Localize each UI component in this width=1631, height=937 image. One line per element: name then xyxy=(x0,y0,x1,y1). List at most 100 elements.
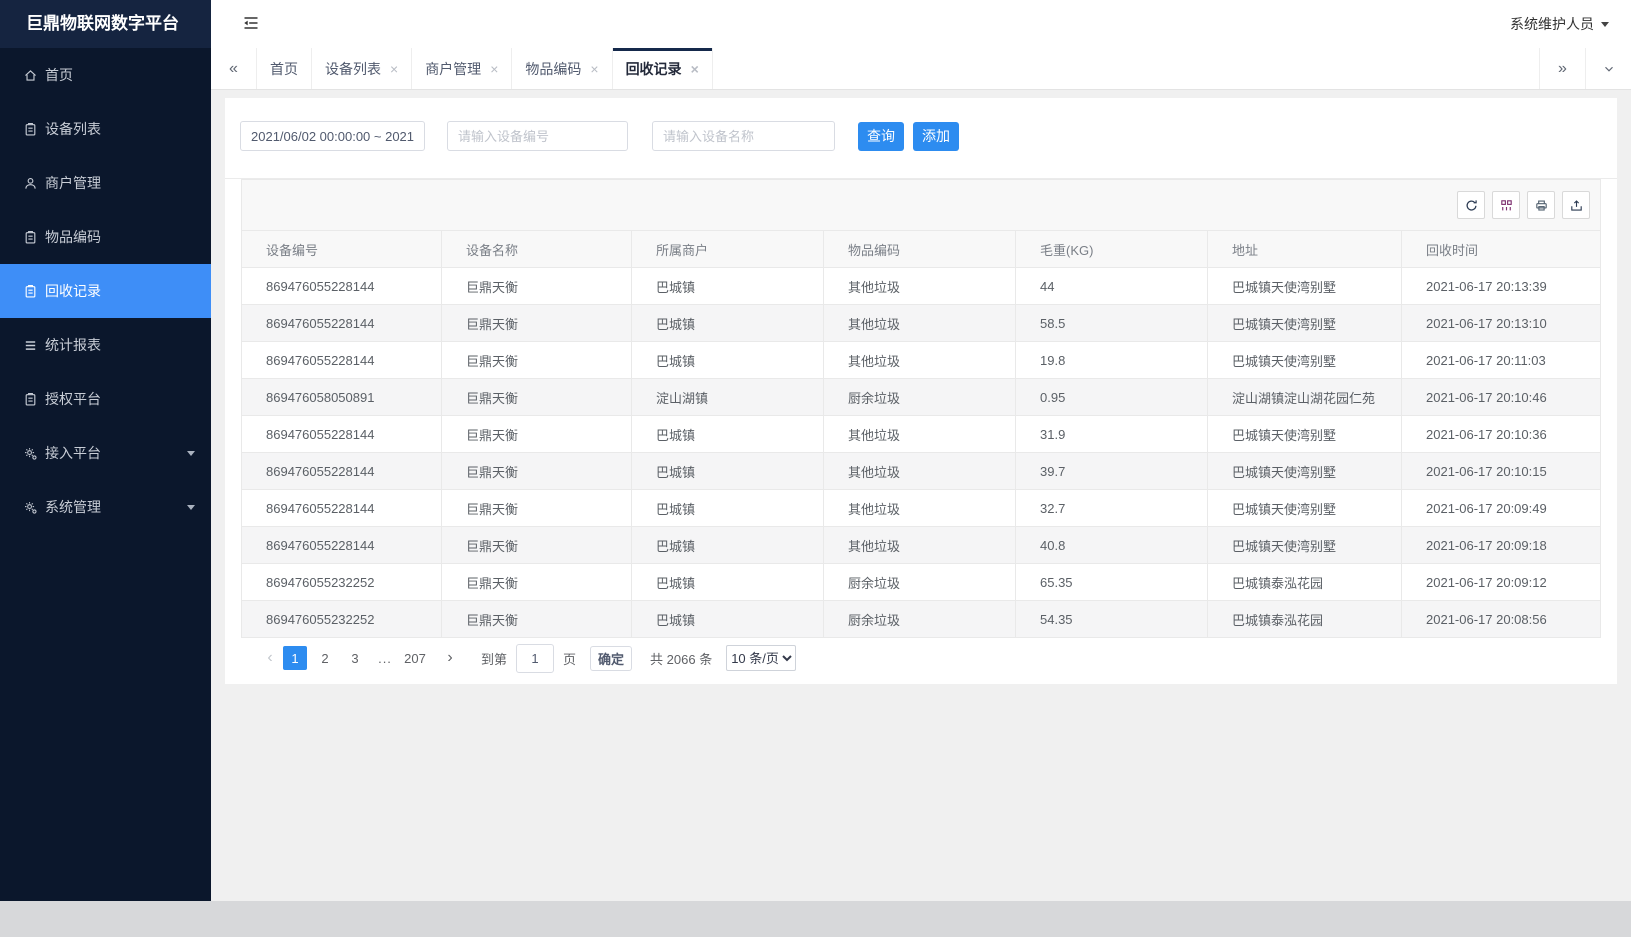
columns-button[interactable] xyxy=(1492,191,1520,219)
total-count-label: 共 2066 条 xyxy=(650,651,713,667)
main-area: 系统维护人员 « 首页 设备列表 × 商户管理 × 物品编码 × 回收记录 × … xyxy=(211,0,1631,901)
column-header: 设备编号 xyxy=(241,230,442,268)
sidebar-item-merchant-mgmt[interactable]: 商户管理 xyxy=(0,156,211,210)
page-button-current[interactable]: 1 xyxy=(283,646,307,670)
table-cell: 869476055232252 xyxy=(241,600,442,638)
tab-label: 商户管理 xyxy=(425,60,482,77)
user-menu[interactable]: 系统维护人员 xyxy=(1510,14,1609,34)
export-button[interactable] xyxy=(1562,191,1590,219)
table-cell: 巴城镇天使湾别墅 xyxy=(1207,489,1402,527)
table-cell: 2021-06-17 20:09:49 xyxy=(1401,489,1601,527)
page-size-select[interactable]: 10 条/页 xyxy=(726,645,797,671)
tab-label: 物品编码 xyxy=(525,60,582,77)
table-cell: 2021-06-17 20:10:46 xyxy=(1401,378,1601,416)
date-range-input[interactable] xyxy=(240,121,425,151)
prev-page-button[interactable]: ‹ xyxy=(267,649,273,666)
column-header: 所属商户 xyxy=(631,230,824,268)
table-cell: 其他垃圾 xyxy=(823,267,1016,305)
table-cell: 44 xyxy=(1015,267,1208,305)
sidebar-menu: 首页 设备列表 商户管理 物品编码 回收记录 统计报表 授权平台 接入平台 系统… xyxy=(0,48,211,534)
table-cell: 2021-06-17 20:09:18 xyxy=(1401,526,1601,564)
device-name-input[interactable] xyxy=(652,121,835,151)
tabs-menu-button[interactable] xyxy=(1585,48,1631,89)
table-cell: 其他垃圾 xyxy=(823,415,1016,453)
table-cell: 巴城镇 xyxy=(631,304,824,342)
tab-home[interactable]: 首页 xyxy=(257,48,312,89)
tab-device-list[interactable]: 设备列表 × xyxy=(312,48,413,89)
goto-page-input[interactable] xyxy=(516,643,555,673)
table-cell: 869476055228144 xyxy=(241,452,442,490)
sidebar-item-label: 商户管理 xyxy=(45,175,101,191)
table-row: 869476055228144 巨鼎天衡 巴城镇 其他垃圾 31.9 巴城镇天使湾别墅 20… xyxy=(241,415,1601,453)
app-root: 巨鼎物联网数字平台 首页 设备列表 商户管理 物品编码 回收记录 统计报表 授权… xyxy=(0,0,1631,901)
close-icon[interactable]: × xyxy=(490,60,499,77)
tabs-scroll-right-button[interactable]: » xyxy=(1539,48,1585,89)
sidebar-item-stats-report[interactable]: 统计报表 xyxy=(0,318,211,372)
sidebar-item-label: 系统管理 xyxy=(45,499,101,515)
sidebar-item-system-mgmt[interactable]: 系统管理 xyxy=(0,480,211,534)
chevron-down-icon xyxy=(187,504,195,514)
close-icon[interactable]: × xyxy=(390,60,399,77)
sidebar-item-recycle-records[interactable]: 回收记录 xyxy=(0,264,211,318)
table-cell: 巴城镇 xyxy=(631,452,824,490)
table-cell: 巨鼎天衡 xyxy=(441,267,632,305)
sidebar-item-home[interactable]: 首页 xyxy=(0,48,211,102)
table-row: 869476055228144 巨鼎天衡 巴城镇 其他垃圾 32.7 巴城镇天使湾别墅 20… xyxy=(241,489,1601,527)
chevron-down-icon xyxy=(187,450,195,460)
sidebar-item-label: 设备列表 xyxy=(45,121,101,137)
table-cell: 巨鼎天衡 xyxy=(441,378,632,416)
table-cell: 巴城镇 xyxy=(631,267,824,305)
table-cell: 淀山湖镇 xyxy=(631,378,824,416)
table-cell: 巴城镇 xyxy=(631,526,824,564)
add-button[interactable]: 添加 xyxy=(913,121,959,151)
next-page-button[interactable]: › xyxy=(447,649,453,666)
table-cell: 其他垃圾 xyxy=(823,489,1016,527)
top-bar: 系统维护人员 xyxy=(211,0,1631,48)
sidebar-item-item-code[interactable]: 物品编码 xyxy=(0,210,211,264)
table-cell: 巨鼎天衡 xyxy=(441,304,632,342)
sidebar-collapse-icon[interactable] xyxy=(241,13,263,35)
tab-bar: « 首页 设备列表 × 商户管理 × 物品编码 × 回收记录 × » xyxy=(211,48,1631,90)
table-cell: 巴城镇 xyxy=(631,600,824,638)
sidebar-item-label: 统计报表 xyxy=(45,337,101,353)
table-cell: 巨鼎天衡 xyxy=(441,341,632,379)
query-button[interactable]: 查询 xyxy=(858,121,904,151)
list-icon xyxy=(25,392,35,405)
close-icon[interactable]: × xyxy=(690,60,699,77)
sidebar-item-access-platform[interactable]: 接入平台 xyxy=(0,426,211,480)
table-cell: 869476055228144 xyxy=(241,526,442,564)
page-button-3[interactable]: 3 xyxy=(351,650,359,666)
table-cell: 巴城镇天使湾别墅 xyxy=(1207,526,1402,564)
columns-icon xyxy=(1500,199,1512,210)
goto-confirm-button[interactable]: 确定 xyxy=(590,645,633,671)
sidebar-item-device-list[interactable]: 设备列表 xyxy=(0,102,211,156)
list-icon xyxy=(22,229,38,245)
tab-recycle-records[interactable]: 回收记录 × xyxy=(613,48,713,89)
table-cell: 巴城镇天使湾别墅 xyxy=(1207,304,1402,342)
refresh-button[interactable] xyxy=(1457,191,1485,219)
table-cell: 40.8 xyxy=(1015,526,1208,564)
user-name: 系统维护人员 xyxy=(1510,16,1594,32)
print-button[interactable] xyxy=(1527,191,1555,219)
table-cell: 巨鼎天衡 xyxy=(441,415,632,453)
table-cell: 巴城镇泰泓花园 xyxy=(1207,600,1402,638)
close-icon[interactable]: × xyxy=(590,60,599,77)
tab-merchant-mgmt[interactable]: 商户管理 × xyxy=(412,48,513,89)
gear-icon xyxy=(24,501,37,514)
refresh-icon xyxy=(1466,199,1477,211)
page-button-207[interactable]: 207 xyxy=(404,650,426,666)
sidebar-item-label: 回收记录 xyxy=(45,283,101,299)
tab-item-code[interactable]: 物品编码 × xyxy=(512,48,613,89)
sidebar-item-auth-platform[interactable]: 授权平台 xyxy=(0,372,211,426)
user-icon xyxy=(24,177,36,189)
table-cell: 39.7 xyxy=(1015,452,1208,490)
tabs-scroll-left-button[interactable]: « xyxy=(211,48,257,89)
bottom-strip xyxy=(0,901,1631,937)
pagination-bar: ‹ 12 3... 207 › 到第 页 确定 共 2066 条 10 条/页 xyxy=(257,638,1585,678)
table-row: 869476055232252 巨鼎天衡 巴城镇 厨余垃圾 54.35 巴城镇泰泓花园 20… xyxy=(241,600,1601,638)
device-code-input[interactable] xyxy=(447,121,628,151)
page-button-2[interactable]: 2 xyxy=(321,650,329,666)
tab-spacer xyxy=(713,48,1539,89)
table-row: 869476055228144 巨鼎天衡 巴城镇 其他垃圾 44 巴城镇天使湾别墅 2021… xyxy=(241,267,1601,305)
